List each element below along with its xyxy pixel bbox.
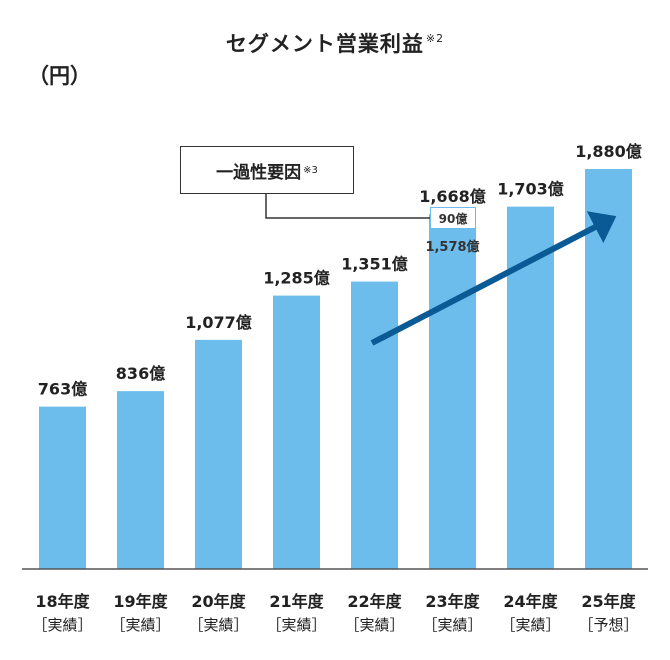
category-label: 19年度	[113, 592, 168, 611]
category-label: 22年度	[347, 592, 402, 611]
value-label: 1,351億	[341, 255, 408, 274]
bar-19年度	[117, 391, 164, 569]
category-sublabel: ［実績］	[110, 616, 170, 634]
value-label: 836億	[116, 364, 165, 383]
bar-20年度	[195, 339, 242, 569]
category-sublabel: ［実績］	[344, 616, 404, 634]
trend-arrow	[370, 211, 617, 346]
category-sublabel: ［実績］	[188, 616, 248, 634]
base-value-label: 1,578億	[425, 239, 479, 255]
title-note: ※2	[425, 32, 445, 45]
one-time-factor-callout: 一過性要因 ※3	[180, 146, 354, 194]
category-label: 23年度	[425, 592, 480, 611]
category-sublabel: ［実績］	[32, 616, 92, 634]
value-label: 1,880億	[575, 142, 642, 161]
chart-title: セグメント営業利益 ※2	[225, 32, 445, 56]
unit-label: （円）	[28, 64, 91, 88]
one-time-delta-label: 90億	[430, 207, 476, 229]
bar-22年度	[351, 281, 398, 569]
bar-21年度	[273, 295, 320, 569]
value-label: 763億	[38, 380, 87, 399]
category-label: 21年度	[269, 592, 324, 611]
callout-connector	[265, 194, 430, 219]
bar-18年度	[39, 406, 86, 569]
category-label: 18年度	[35, 592, 90, 611]
value-label: 1,703億	[497, 180, 564, 199]
value-label: 1,668億	[419, 187, 486, 206]
category-sublabel: ［実績］	[422, 616, 482, 634]
category-label: 25年度	[581, 592, 636, 611]
category-sublabel: ［実績］	[266, 616, 326, 634]
value-label: 1,077億	[185, 313, 252, 332]
category-label: 24年度	[503, 592, 558, 611]
category-sublabel: ［実績］	[500, 616, 560, 634]
value-label: 1,285億	[263, 269, 330, 288]
category-sublabel: ［予想］	[578, 616, 638, 634]
callout-note: ※3	[303, 164, 318, 176]
bar-23年度	[429, 214, 476, 569]
category-label: 20年度	[191, 592, 246, 611]
